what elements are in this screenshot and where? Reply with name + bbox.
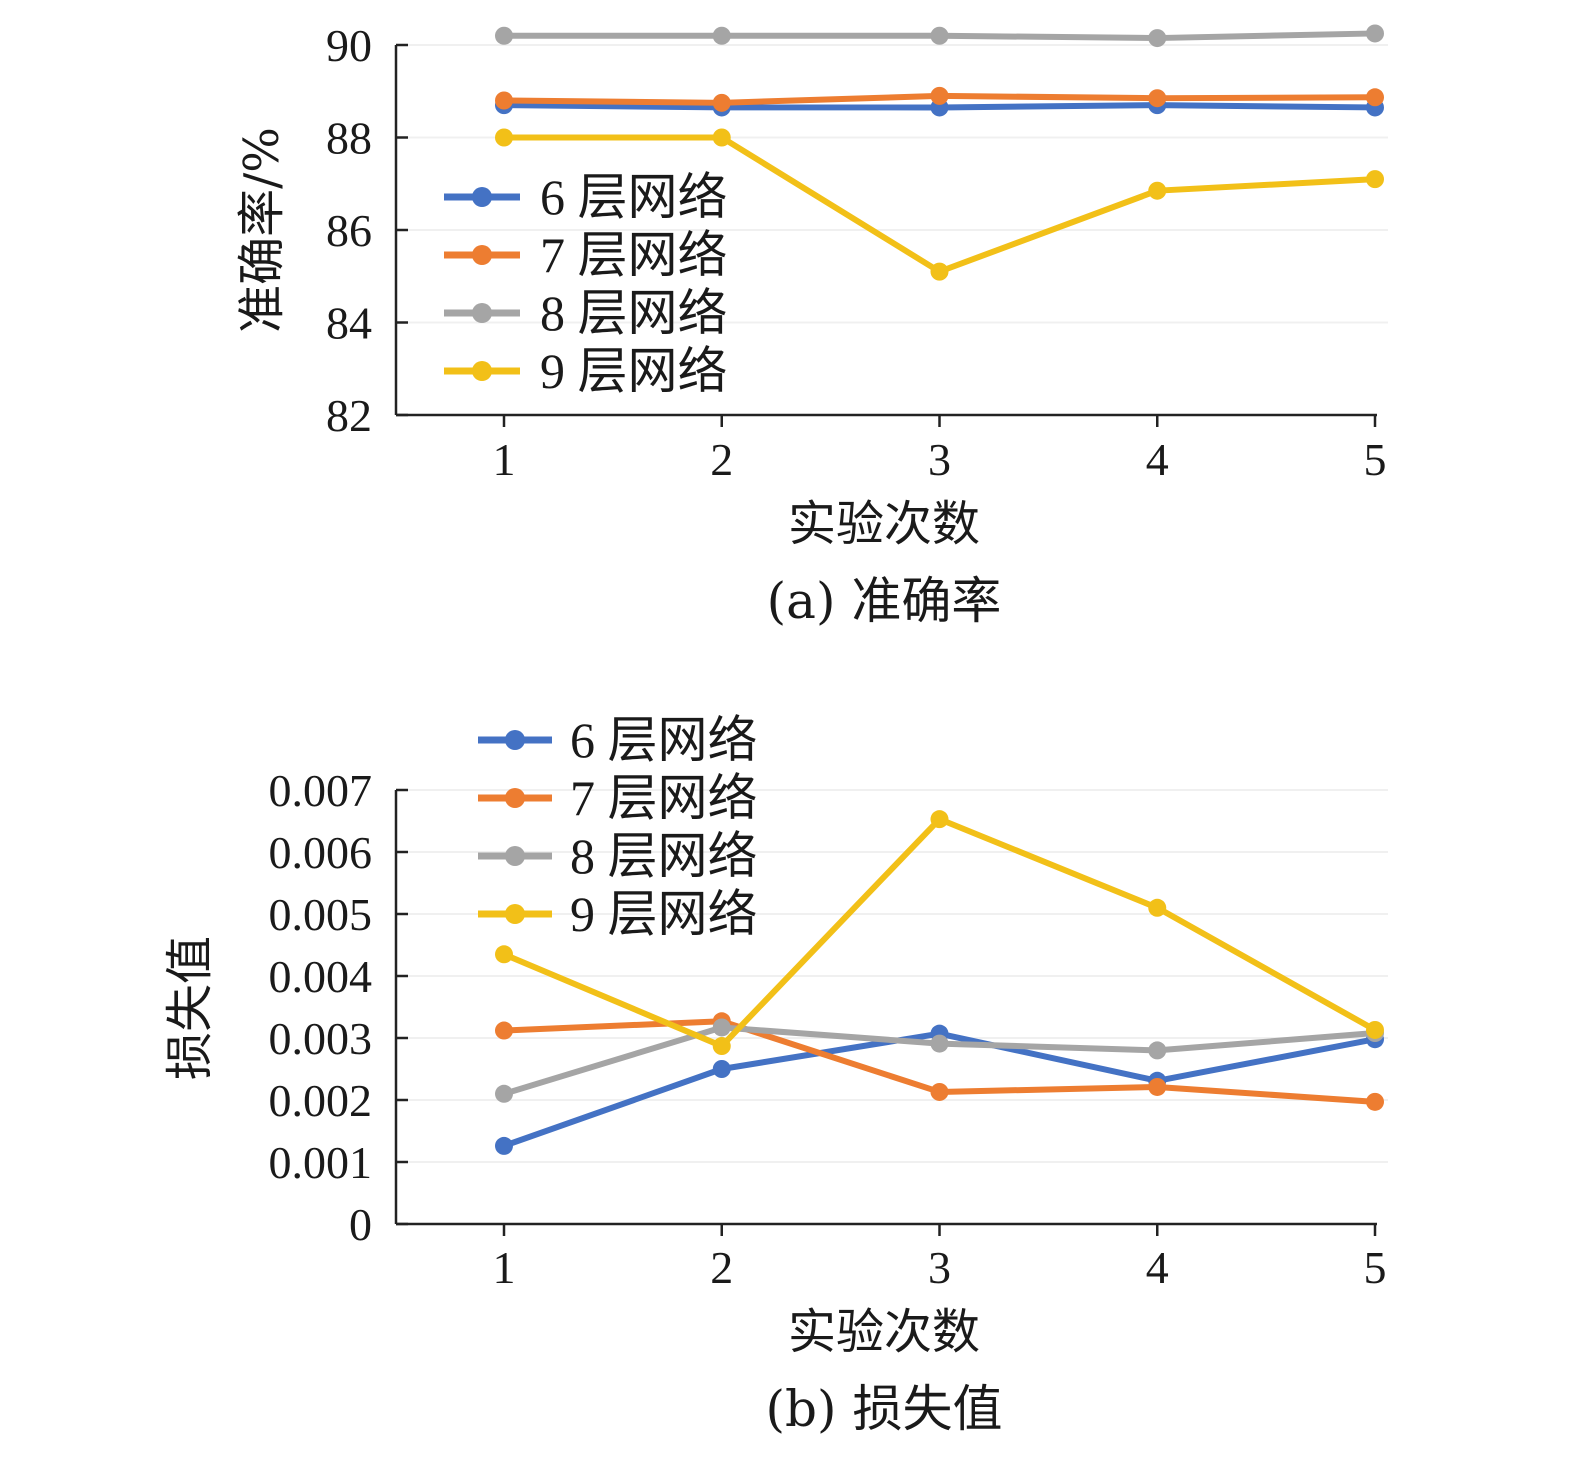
y-tick-label: 0.007 [269, 765, 373, 816]
data-point [495, 91, 513, 110]
data-point [930, 1082, 949, 1101]
legend-marker [505, 904, 525, 924]
legend-entry: 7 层网络 [570, 770, 758, 826]
data-point [1148, 1077, 1167, 1096]
x-tick-label: 5 [1364, 1242, 1387, 1293]
data-point [495, 945, 513, 964]
legend-marker [505, 788, 525, 808]
legend-entry: 9 层网络 [570, 886, 758, 942]
x-tick-label: 1 [493, 1242, 516, 1293]
data-point [1366, 88, 1384, 107]
legend-marker [472, 245, 492, 265]
x-axis-label: 实验次数 [788, 496, 980, 552]
y-tick-label: 90 [326, 20, 372, 71]
x-tick-label: 3 [928, 1242, 951, 1293]
data-point [712, 128, 731, 147]
y-tick-label: 0 [349, 1199, 372, 1250]
legend-entry: 7 层网络 [540, 227, 728, 283]
data-point [712, 26, 731, 45]
data-point [495, 26, 513, 45]
loss-chart: 0 0.001 0.002 0.003 0.004 0.005 0.006 0.007 1 2 3 4… [162, 712, 1388, 1438]
data-point [1148, 1041, 1167, 1060]
x-tick-label: 5 [1364, 434, 1387, 485]
data-point [712, 1018, 731, 1037]
data-point [930, 26, 949, 45]
data-point [712, 1060, 731, 1078]
y-tick-label: 86 [326, 205, 372, 256]
legend-marker [472, 361, 492, 381]
data-point [1366, 24, 1384, 43]
x-tick-label: 3 [928, 434, 951, 485]
legend-entry: 8 层网络 [540, 285, 728, 341]
x-tick-label: 2 [710, 434, 733, 485]
y-tick-label: 0.003 [269, 1013, 373, 1064]
data-point [712, 93, 731, 112]
legend-entry: 9 层网络 [540, 343, 728, 399]
x-tick-label: 4 [1146, 1242, 1169, 1293]
legend-marker [472, 303, 492, 323]
y-tick-label: 84 [326, 298, 372, 349]
legend-marker [472, 187, 492, 207]
data-point [1148, 89, 1167, 108]
data-point [1148, 181, 1167, 200]
legend-marker [505, 846, 525, 866]
y-tick-label: 0.005 [269, 889, 373, 940]
data-point [930, 810, 949, 829]
y-axis-label: 准确率/% [234, 127, 290, 333]
data-point [1366, 1020, 1384, 1039]
y-axis-label: 损失值 [162, 936, 218, 1080]
y-tick-label: 0.002 [269, 1075, 373, 1126]
legend-entry: 6 层网络 [540, 169, 728, 225]
data-point [495, 1136, 513, 1155]
data-point [1366, 170, 1384, 189]
data-point [495, 1084, 513, 1103]
x-tick-label: 4 [1146, 434, 1169, 485]
data-point [930, 1034, 949, 1053]
data-point [1366, 1092, 1384, 1111]
y-tick-label: 88 [326, 113, 372, 164]
data-point [495, 128, 513, 147]
y-tick-label: 0.004 [269, 951, 373, 1002]
data-point [1148, 898, 1167, 917]
data-point [712, 1037, 731, 1056]
y-tick-label: 0.006 [269, 827, 373, 878]
legend-entry: 8 层网络 [570, 828, 758, 884]
data-point [495, 1021, 513, 1040]
data-point [1148, 29, 1167, 48]
legend-entry: 6 层网络 [570, 712, 758, 768]
chart-caption: (a) 准确率 [767, 572, 1002, 630]
x-axis-label: 实验次数 [788, 1304, 980, 1360]
y-tick-label: 0.001 [269, 1137, 373, 1188]
data-point [930, 262, 949, 281]
legend-marker [505, 730, 525, 750]
chart-caption: (b) 损失值 [766, 1380, 1003, 1438]
x-tick-label: 2 [710, 1242, 733, 1293]
y-tick-label: 82 [326, 390, 372, 441]
x-tick-label: 1 [493, 434, 516, 485]
data-point [930, 86, 949, 105]
